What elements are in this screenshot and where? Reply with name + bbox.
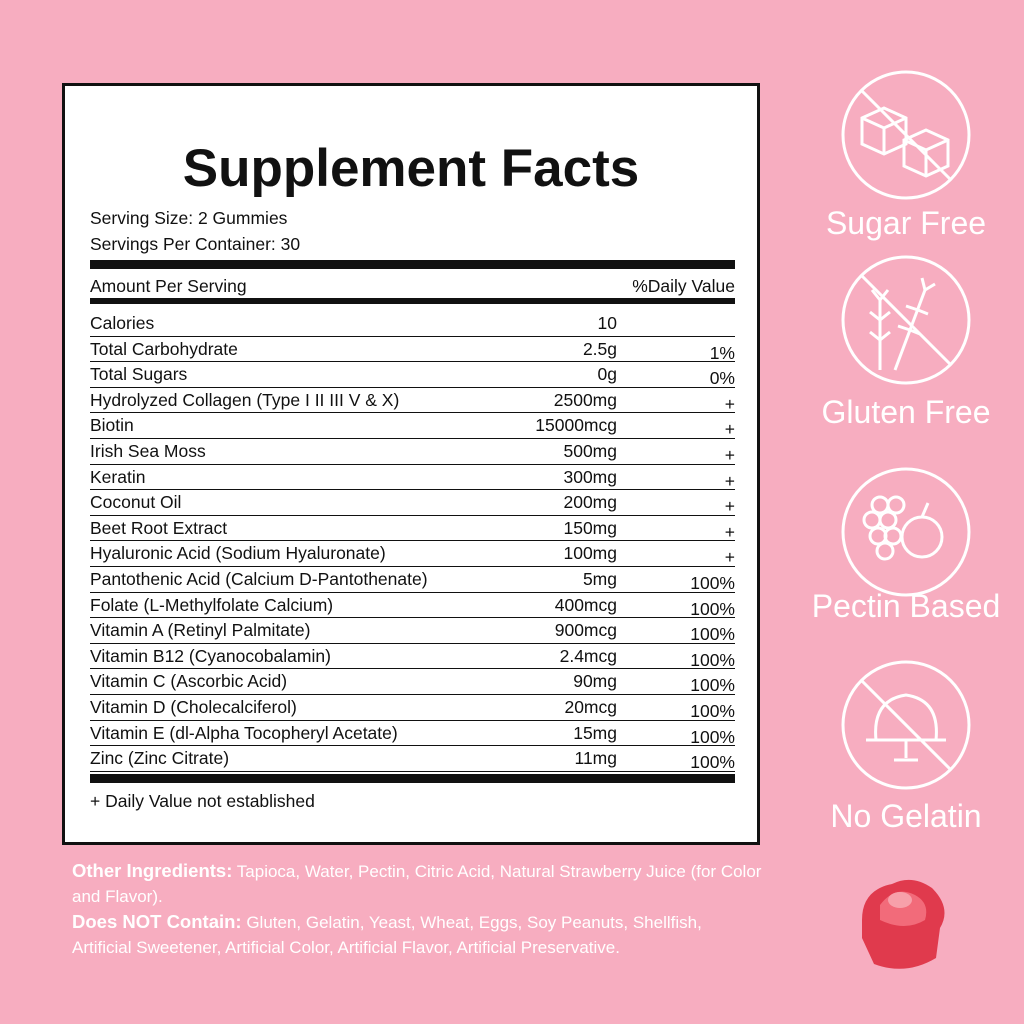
nutrient-name: Keratin — [90, 466, 146, 487]
daily-value: 100% — [690, 701, 735, 721]
nutrient-name: Folate (L-Methylfolate Calcium) — [90, 594, 334, 615]
footnote: + Daily Value not established — [90, 791, 315, 811]
amount: 5mg — [582, 569, 617, 589]
nutrient-name: Total Carbohydrate — [90, 338, 238, 359]
amount: 100mg — [563, 543, 617, 564]
other-label: Other Ingredients: — [72, 860, 233, 881]
fact-row: Pantothenic Acid (Calcium D-Pantothenate… — [90, 566, 735, 593]
daily-value: + — [724, 419, 735, 440]
amount: 200mg — [563, 492, 617, 513]
amount: 2500mg — [553, 389, 617, 410]
dv-header: %Daily Value — [632, 276, 735, 296]
amount: 20mcg — [564, 697, 617, 717]
nutrient-name: Calories — [90, 313, 155, 333]
nutrient-name: Hydrolyzed Collagen (Type I II III V & X… — [90, 389, 400, 410]
fact-row: Keratin 300mg + — [90, 464, 735, 491]
daily-value: 100% — [690, 573, 735, 593]
gelatin-icon — [841, 660, 971, 790]
fact-row: Total Sugars 0g 0% — [90, 361, 735, 388]
dnc-label: Does NOT Contain: — [72, 911, 242, 932]
thick-rule — [90, 774, 735, 783]
fact-row: Biotin 15000mcg + — [90, 412, 735, 439]
daily-value: 100% — [690, 598, 735, 619]
nutrient-name: Pantothenic Acid (Calcium D-Pantothenate… — [90, 569, 428, 589]
daily-value: + — [724, 470, 735, 491]
dnc-text: Gluten, Gelatin, Yeast, Wheat, Eggs, Soy… — [72, 913, 702, 957]
nutrient-name: Vitamin A (Retinyl Palmitate) — [90, 620, 311, 641]
fact-row: Vitamin A (Retinyl Palmitate) 900mcg 100% — [90, 617, 735, 644]
nutrient-name: Zinc (Zinc Citrate) — [90, 748, 230, 769]
amount: 150mg — [563, 517, 617, 538]
sugar-icon — [841, 70, 971, 200]
daily-value: + — [724, 393, 735, 414]
ingredients: Other Ingredients: Tapioca, Water, Pecti… — [72, 858, 762, 960]
daily-value: 0% — [709, 368, 735, 389]
amount: 400mcg — [554, 594, 617, 615]
nutrient-name: Coconut Oil — [90, 492, 182, 513]
title: Supplement Facts — [182, 139, 640, 198]
fact-row: Coconut Oil 200mg + — [90, 489, 735, 516]
fact-row: Zinc (Zinc Citrate) 11mg 100% — [90, 745, 735, 772]
daily-value: 1% — [709, 342, 735, 363]
thick-rule — [90, 260, 735, 269]
amount: 500mg — [563, 441, 617, 461]
fact-row: Total Carbohydrate 2.5g 1% — [90, 336, 735, 363]
fact-row: Irish Sea Moss 500mg + — [90, 438, 735, 465]
amount: 15mg — [573, 722, 617, 743]
amount: 900mcg — [554, 620, 617, 641]
pectin-icon — [841, 467, 971, 597]
fact-row: Vitamin C (Ascorbic Acid) 90mg 100% — [90, 668, 735, 695]
amount: 2.5g — [582, 338, 617, 359]
gluten-icon — [841, 255, 971, 385]
fact-row: Hydrolyzed Collagen (Type I II III V & X… — [90, 387, 735, 414]
nutrient-name: Irish Sea Moss — [90, 441, 206, 461]
fact-row: Hyaluronic Acid (Sodium Hyaluronate) 100m… — [90, 540, 735, 567]
nutrient-name: Hyaluronic Acid (Sodium Hyaluronate) — [90, 543, 386, 564]
servings-per-container: Servings Per Container: 30 — [90, 234, 301, 254]
daily-value: 100% — [690, 649, 735, 670]
nutrient-name: Vitamin B12 (Cyanocobalamin) — [90, 645, 331, 666]
thick-rule — [90, 298, 735, 304]
daily-value: + — [724, 496, 735, 517]
facts-panel: Supplement Facts Serving Size: 2 Gummies… — [62, 83, 760, 845]
fact-row: Vitamin E (dl-Alpha Tocopheryl Acetate) 1… — [90, 720, 735, 747]
fact-row: Vitamin D (Cholecalciferol) 20mcg 100% — [90, 694, 735, 721]
daily-value: + — [724, 521, 735, 542]
amount-header: Amount Per Serving — [90, 276, 247, 296]
daily-value: 100% — [690, 726, 735, 747]
gummy — [862, 879, 945, 969]
daily-value: + — [724, 547, 735, 568]
daily-value: + — [724, 445, 735, 465]
daily-value: 100% — [690, 624, 735, 645]
amount: 15000mcg — [535, 415, 617, 436]
amount: 90mg — [573, 671, 617, 692]
nutrient-name: Vitamin D (Cholecalciferol) — [90, 697, 297, 717]
badge-label: No Gelatin — [830, 798, 982, 834]
nutrient-name: Vitamin C (Ascorbic Acid) — [90, 671, 288, 692]
amount: 300mg — [563, 466, 617, 487]
daily-value: 100% — [690, 675, 735, 696]
nutrient-name: Total Sugars — [90, 364, 188, 385]
serving-size: Serving Size: 2 Gummies — [90, 208, 288, 228]
amount: 0g — [597, 364, 617, 385]
fact-row: Calories 10 — [90, 310, 735, 337]
nutrient-name: Beet Root Extract — [90, 517, 228, 538]
badge-label: Pectin Based — [811, 588, 1001, 624]
other-text: Tapioca, Water, Pectin, Citric Acid, Nat… — [72, 862, 762, 906]
fact-row: Beet Root Extract 150mg + — [90, 515, 735, 542]
badge-label: Sugar Free — [825, 205, 987, 241]
nutrient-name: Biotin — [90, 415, 134, 436]
fact-row: Vitamin B12 (Cyanocobalamin) 2.4mcg 100% — [90, 643, 735, 670]
nutrient-name: Vitamin E (dl-Alpha Tocopheryl Acetate) — [90, 722, 398, 743]
amount: 2.4mcg — [559, 645, 617, 666]
fact-row: Folate (L-Methylfolate Calcium) 400mcg 100… — [90, 592, 735, 619]
amount: 10 — [597, 313, 617, 333]
daily-value: 100% — [690, 752, 735, 773]
amount: 11mg — [574, 748, 617, 769]
badge-label: Gluten Free — [821, 394, 991, 430]
